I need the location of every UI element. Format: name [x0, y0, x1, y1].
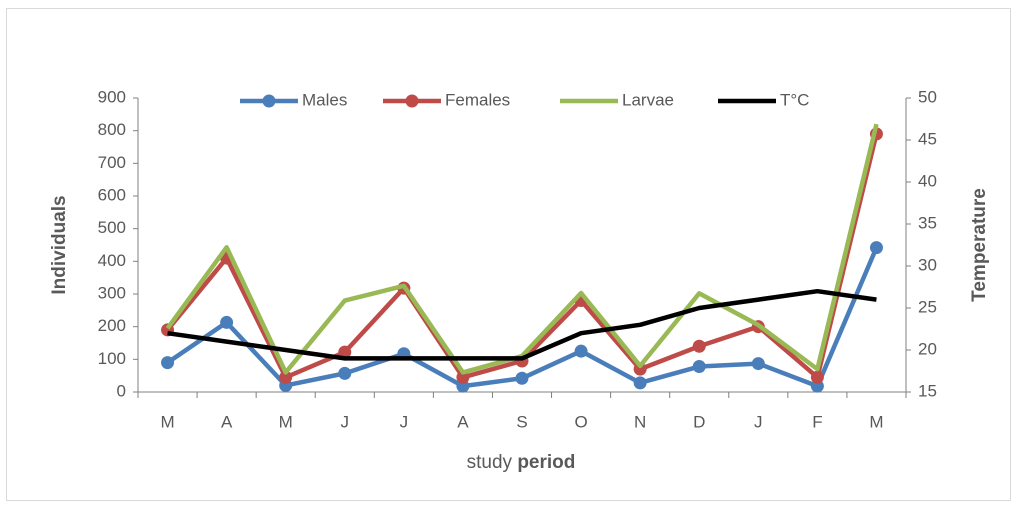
y2-tick-label: 30 — [918, 255, 937, 274]
y-tick-label: 700 — [98, 153, 126, 172]
point — [456, 370, 470, 384]
y2-tick-label: 25 — [918, 297, 937, 316]
x-tick-label: N — [634, 412, 646, 431]
y2-tick-label: 20 — [918, 339, 937, 358]
point — [574, 344, 588, 358]
x-tick-label: M — [869, 412, 883, 431]
point — [810, 370, 824, 384]
x-tick-label: J — [754, 412, 763, 431]
point — [338, 345, 352, 359]
y-tick-label: 500 — [98, 218, 126, 237]
x-tick-label: A — [221, 412, 233, 431]
point — [220, 315, 234, 329]
legend-label: Females — [445, 90, 510, 109]
point — [279, 370, 293, 384]
y2-tick-label: 15 — [918, 381, 937, 400]
y-tick-label: 200 — [98, 316, 126, 335]
legend-marker — [405, 94, 419, 108]
x-tick-label: S — [516, 412, 527, 431]
x-tick-label: O — [574, 412, 587, 431]
y-tick-label: 100 — [98, 349, 126, 368]
legend-label: T°C — [780, 90, 809, 109]
x-tick-label: F — [812, 412, 822, 431]
x-tick-label: M — [160, 412, 174, 431]
y2-axis-title: Temperature — [969, 188, 990, 302]
point — [633, 362, 647, 376]
legend-label: Larvae — [622, 90, 674, 109]
y2-tick-label: 35 — [918, 213, 937, 232]
point — [869, 241, 883, 255]
point — [338, 366, 352, 380]
x-axis-title-bold: period — [517, 452, 575, 473]
x-tick-label: M — [279, 412, 293, 431]
x-tick-label: J — [341, 412, 350, 431]
legend-label: Males — [302, 90, 347, 109]
y2-tick-label: 45 — [918, 129, 937, 148]
x-tick-label: J — [400, 412, 409, 431]
y2-tick-label: 40 — [918, 171, 937, 190]
y-tick-label: 900 — [98, 87, 126, 106]
point — [751, 357, 765, 371]
chart-frame — [6, 8, 1011, 501]
y-axis-title: Individuals — [49, 195, 70, 294]
point — [692, 360, 706, 374]
point — [161, 356, 175, 370]
point — [515, 371, 529, 385]
x-tick-label: D — [693, 412, 705, 431]
x-tick-label: A — [457, 412, 469, 431]
y-tick-label: 0 — [117, 381, 126, 400]
legend-marker — [262, 94, 276, 108]
y-tick-label: 300 — [98, 283, 126, 302]
y-tick-label: 400 — [98, 251, 126, 270]
series-line — [167, 288, 877, 361]
point — [692, 339, 706, 353]
x-axis-title: study period — [467, 452, 576, 473]
y2-tick-label: 50 — [918, 87, 937, 106]
y-tick-label: 800 — [98, 120, 126, 139]
y-tick-label: 600 — [98, 185, 126, 204]
point — [633, 376, 647, 390]
x-axis-title-part: study — [467, 452, 513, 473]
